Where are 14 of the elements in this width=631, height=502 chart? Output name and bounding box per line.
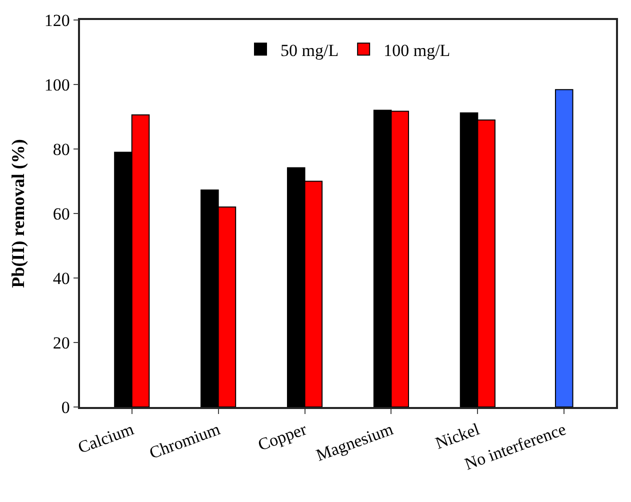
x-tick-label: Copper: [256, 419, 310, 455]
y-tick-label: 120: [44, 10, 70, 30]
x-tick-label: Nickel: [432, 419, 482, 453]
y-tick-label: 20: [52, 333, 70, 352]
y-tick-label: 40: [52, 268, 70, 288]
legend-label: 50 mg/L: [280, 40, 339, 60]
y-tick-label: 0: [61, 398, 70, 417]
y-axis-title: Pb(II) removal (%): [8, 139, 28, 288]
bar: [554, 89, 574, 407]
x-tick-label: Calcium: [76, 420, 136, 458]
y-tick-label: 80: [52, 140, 70, 159]
y-tick-label: 100: [44, 75, 70, 94]
y-tick-label: 60: [52, 204, 70, 224]
legend-label: 100 mg/L: [384, 40, 450, 60]
